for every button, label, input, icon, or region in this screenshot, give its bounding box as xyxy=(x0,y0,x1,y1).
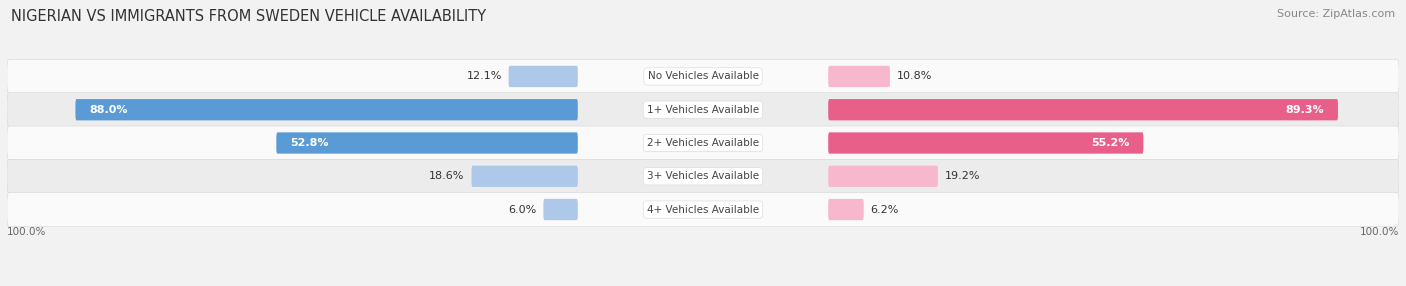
FancyBboxPatch shape xyxy=(7,192,1399,227)
FancyBboxPatch shape xyxy=(7,59,1399,94)
Legend: Nigerian, Immigrants from Sweden: Nigerian, Immigrants from Sweden xyxy=(582,284,824,286)
FancyBboxPatch shape xyxy=(7,93,1399,127)
Text: No Vehicles Available: No Vehicles Available xyxy=(648,72,758,82)
Text: 12.1%: 12.1% xyxy=(467,72,502,82)
Text: 89.3%: 89.3% xyxy=(1285,105,1324,115)
FancyBboxPatch shape xyxy=(471,166,578,187)
Text: 88.0%: 88.0% xyxy=(90,105,128,115)
Text: 3+ Vehicles Available: 3+ Vehicles Available xyxy=(647,171,759,181)
Text: 6.2%: 6.2% xyxy=(870,204,898,214)
FancyBboxPatch shape xyxy=(828,166,938,187)
Text: 100.0%: 100.0% xyxy=(1360,227,1399,237)
Text: 100.0%: 100.0% xyxy=(7,227,46,237)
Text: Source: ZipAtlas.com: Source: ZipAtlas.com xyxy=(1277,9,1395,19)
Text: 2+ Vehicles Available: 2+ Vehicles Available xyxy=(647,138,759,148)
Text: 4+ Vehicles Available: 4+ Vehicles Available xyxy=(647,204,759,214)
Text: 52.8%: 52.8% xyxy=(290,138,329,148)
FancyBboxPatch shape xyxy=(543,199,578,220)
FancyBboxPatch shape xyxy=(828,199,863,220)
FancyBboxPatch shape xyxy=(828,132,1143,154)
Text: NIGERIAN VS IMMIGRANTS FROM SWEDEN VEHICLE AVAILABILITY: NIGERIAN VS IMMIGRANTS FROM SWEDEN VEHIC… xyxy=(11,9,486,23)
Text: 19.2%: 19.2% xyxy=(945,171,980,181)
Text: 55.2%: 55.2% xyxy=(1091,138,1129,148)
FancyBboxPatch shape xyxy=(277,132,578,154)
FancyBboxPatch shape xyxy=(828,99,1339,120)
Text: 1+ Vehicles Available: 1+ Vehicles Available xyxy=(647,105,759,115)
Text: 18.6%: 18.6% xyxy=(429,171,464,181)
FancyBboxPatch shape xyxy=(828,66,890,87)
FancyBboxPatch shape xyxy=(7,126,1399,160)
FancyBboxPatch shape xyxy=(76,99,578,120)
FancyBboxPatch shape xyxy=(7,159,1399,193)
FancyBboxPatch shape xyxy=(509,66,578,87)
Text: 6.0%: 6.0% xyxy=(509,204,537,214)
Text: 10.8%: 10.8% xyxy=(897,72,932,82)
